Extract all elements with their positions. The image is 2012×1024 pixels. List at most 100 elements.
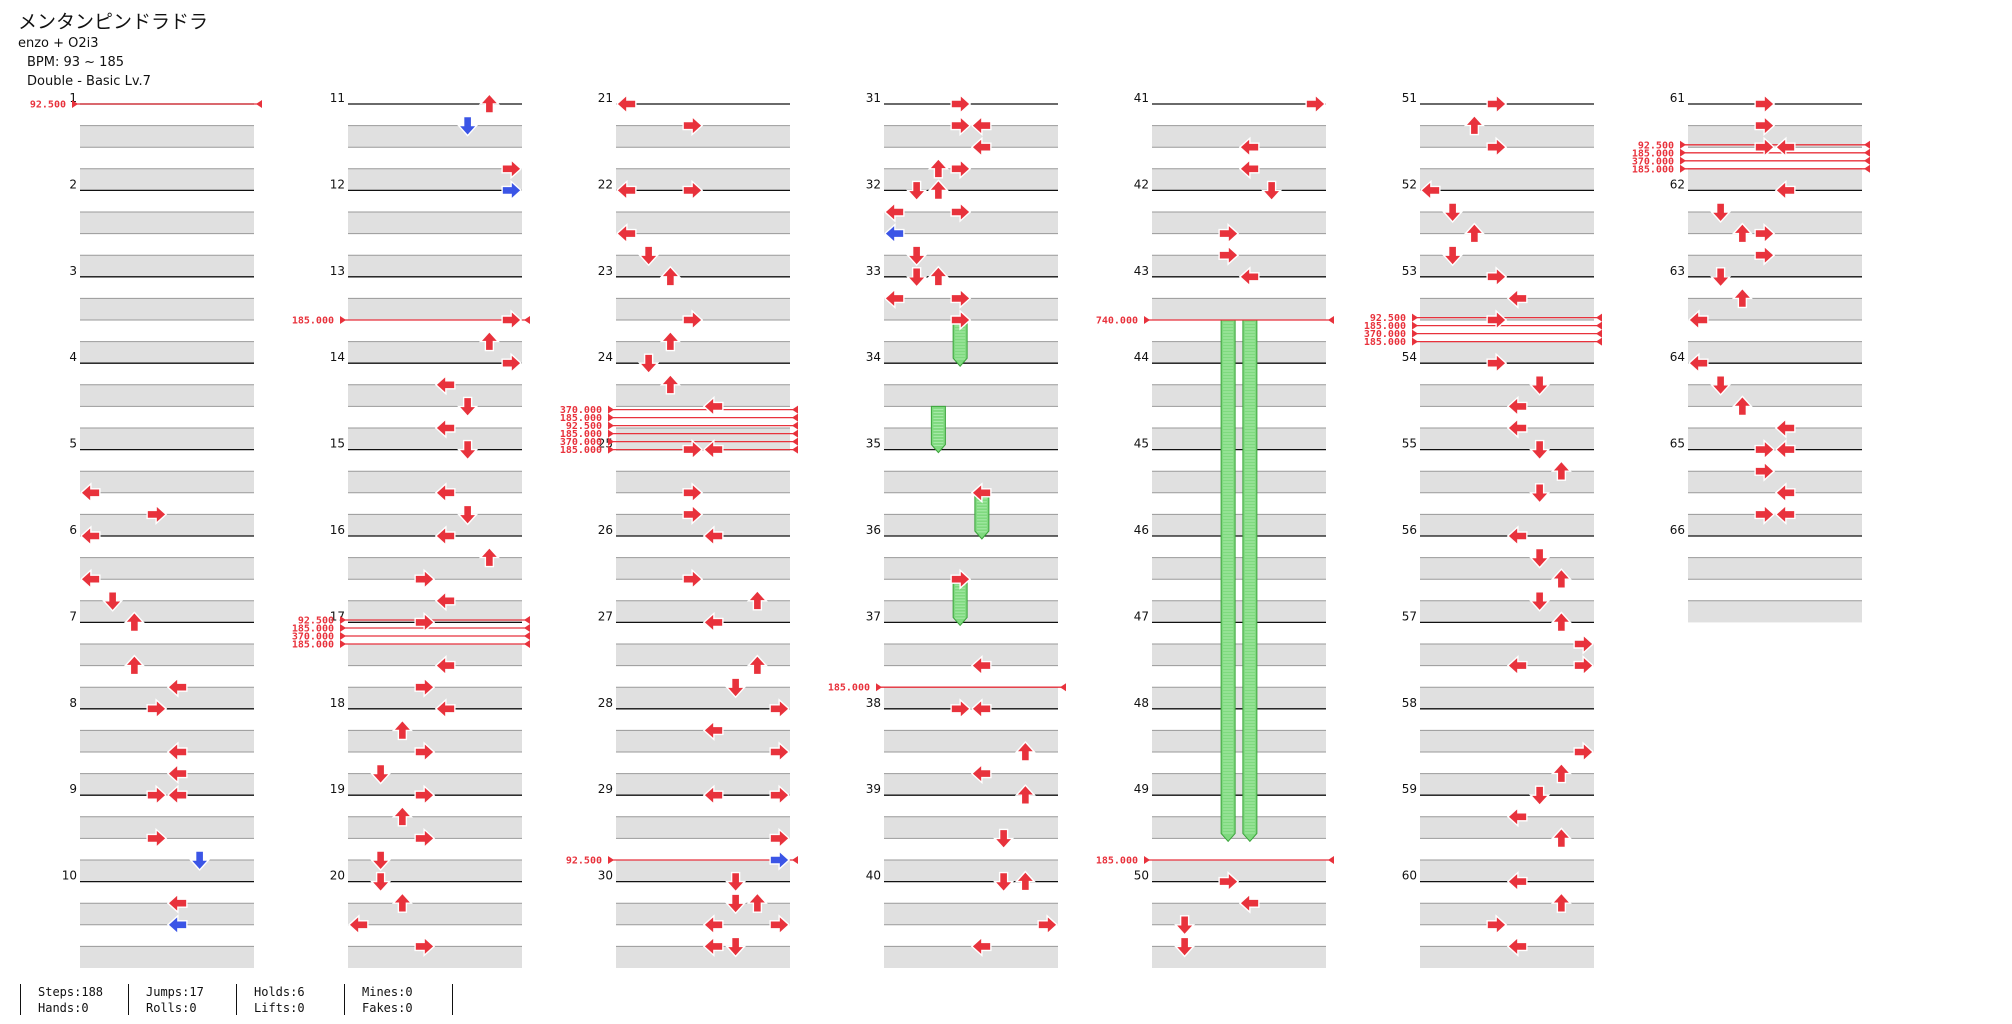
arrow-shape — [950, 201, 972, 223]
row-band — [80, 341, 254, 364]
bpm-marker-right — [1328, 316, 1334, 324]
quarter-arrow-note — [1506, 525, 1528, 547]
quarter-arrow-note — [1754, 244, 1776, 266]
row-band — [1420, 168, 1594, 191]
row-band — [1152, 125, 1326, 148]
quarter-arrow-note — [146, 784, 168, 806]
arrow-shape — [1486, 93, 1508, 115]
row-band — [616, 816, 790, 839]
measure-number: 65 — [1670, 437, 1685, 451]
arrow-shape — [414, 827, 436, 849]
row-band — [1420, 341, 1594, 364]
arrow-shape — [1529, 483, 1551, 504]
bpm-marker-right — [792, 413, 798, 422]
arrow-shape — [702, 784, 724, 806]
bpm-marker-left — [1412, 321, 1418, 330]
arrow-shape — [1238, 892, 1260, 914]
arrow-shape — [1550, 762, 1572, 784]
quarter-arrow-note — [1218, 244, 1240, 266]
quarter-arrow-note — [769, 741, 791, 763]
quarter-arrow-note — [615, 93, 637, 115]
quarter-arrow-note — [1550, 762, 1572, 784]
row-band — [616, 168, 790, 191]
row-band — [884, 600, 1058, 623]
quarter-arrow-note — [725, 871, 747, 893]
bpm-label: 185.000 — [292, 640, 334, 651]
row-band — [616, 428, 790, 450]
bpm-marker-left — [340, 640, 346, 648]
arrow-shape — [478, 92, 500, 114]
bpm-marker-right — [256, 100, 262, 108]
quarter-arrow-note — [615, 223, 637, 245]
quarter-arrow-note — [1754, 93, 1776, 115]
row-band — [1688, 428, 1862, 450]
bpm-label: 185.000 — [292, 624, 334, 635]
bpm-label: 92.500 — [30, 100, 66, 111]
quarter-arrow-note — [659, 373, 681, 395]
arrow-shape — [1774, 503, 1796, 525]
quarter-arrow-note — [1529, 785, 1551, 807]
measure-number: 33 — [866, 264, 881, 278]
bpm-label: 370.000 — [1364, 329, 1406, 340]
row-band — [80, 773, 254, 796]
arrow-shape — [659, 330, 681, 352]
row-band — [1152, 428, 1326, 450]
measure-number: 60 — [1402, 869, 1417, 883]
arrow-shape — [434, 698, 456, 720]
arrow-shape — [414, 568, 436, 590]
arrow-shape — [1506, 525, 1528, 547]
quarter-arrow-note — [682, 568, 704, 590]
row-band — [80, 946, 254, 968]
bpm-marker-left — [1144, 316, 1150, 324]
measure-number: 15 — [330, 437, 345, 451]
arrow-shape — [1774, 482, 1796, 504]
arrow-shape — [970, 935, 992, 957]
arrow-shape — [1463, 114, 1485, 136]
stats-divider — [452, 984, 453, 1015]
bpm-marker-right — [524, 632, 530, 640]
bpm-marker-right — [1328, 856, 1334, 864]
quarter-arrow-note — [906, 245, 928, 267]
quarter-arrow-note — [702, 784, 724, 806]
quarter-arrow-note — [166, 892, 188, 914]
arrow-shape — [1529, 375, 1551, 396]
bpm-marker-left — [1680, 164, 1686, 173]
quarter-arrow-note — [146, 827, 168, 849]
row-band — [616, 860, 790, 882]
row-band — [348, 557, 522, 580]
quarter-arrow-note — [1774, 482, 1796, 504]
arrow-shape — [146, 784, 168, 806]
row-band — [80, 903, 254, 925]
measure-number: 19 — [330, 782, 345, 796]
measure-number: 36 — [866, 523, 881, 537]
quarter-arrow-note — [501, 309, 523, 331]
bpm-marker-left — [608, 437, 614, 446]
arrow-shape — [746, 654, 768, 676]
row-band — [884, 255, 1058, 277]
quarter-arrow-note — [682, 115, 704, 137]
row-band — [348, 255, 522, 277]
quarter-arrow-note — [1774, 179, 1796, 201]
measure-number: 6 — [69, 523, 77, 537]
quarter-arrow-note — [1037, 914, 1059, 936]
row-band — [1420, 384, 1594, 407]
arrow-shape — [79, 568, 101, 590]
row-band — [80, 384, 254, 407]
quarter-arrow-note — [970, 935, 992, 957]
row-band — [1688, 514, 1862, 536]
arrow-shape — [79, 482, 101, 504]
row-band — [616, 730, 790, 752]
arrow-shape — [1486, 266, 1508, 288]
bpm-marker-left — [608, 429, 614, 438]
quarter-arrow-note — [702, 914, 724, 936]
row-band — [1152, 514, 1326, 536]
row-band — [616, 687, 790, 709]
bpm-marker-right — [1864, 140, 1870, 149]
arrow-shape — [1506, 417, 1528, 439]
stat-jumps: Jumps:17 — [146, 985, 204, 999]
arrow-shape — [1218, 244, 1240, 266]
row-band — [616, 600, 790, 623]
row-band — [1152, 212, 1326, 234]
quarter-arrow-note — [1529, 375, 1551, 396]
measure-number: 52 — [1402, 177, 1417, 191]
